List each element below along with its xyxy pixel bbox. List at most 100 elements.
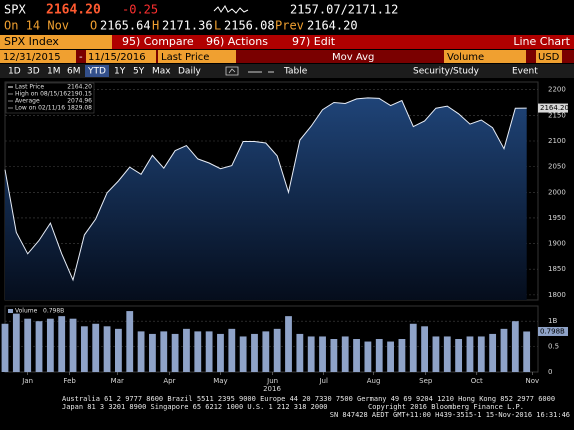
y-tick-label: 2150 — [548, 111, 566, 119]
price-area — [5, 97, 527, 301]
volume-bar — [239, 336, 247, 372]
volume-bar — [137, 331, 145, 372]
period-button[interactable]: YTD — [87, 67, 106, 77]
end-date[interactable]: 11/15/2016 — [88, 52, 146, 63]
ticker: SPX — [4, 3, 26, 17]
volume-bar — [409, 323, 417, 372]
low-label: L — [214, 19, 221, 33]
footer-line: Japan 81 3 3201 8900 Singapore 65 6212 1… — [62, 403, 328, 411]
volume-bar — [330, 339, 338, 372]
x-tick-label: Jul — [318, 377, 328, 385]
x-tick-label: May — [213, 377, 227, 385]
period-button[interactable]: Max — [152, 67, 171, 77]
x-tick-label: Jan — [21, 377, 33, 385]
volume-bar — [443, 336, 451, 372]
tool[interactable]: Event — [512, 67, 538, 77]
x-tick-label: Mar — [111, 377, 124, 385]
menu-button[interactable]: 95) Compare — [122, 35, 194, 48]
field-box[interactable] — [158, 50, 236, 63]
menu-bar — [0, 35, 574, 49]
volume-bar — [24, 318, 32, 372]
open-value: 2165.64 — [100, 19, 151, 33]
tool[interactable]: Security/Study — [413, 67, 480, 77]
volume-bar — [319, 336, 326, 372]
y-tick-label: 0 — [548, 368, 552, 376]
volume-bar — [273, 328, 281, 372]
volume-bar — [103, 326, 111, 372]
volume-bar — [421, 326, 428, 372]
legend-value: 2074.96 — [67, 98, 92, 105]
end-box[interactable] — [86, 50, 156, 63]
toolbar — [0, 64, 574, 78]
price-line — [4, 97, 527, 282]
volume-bar — [46, 318, 54, 372]
footer-line: SN 847428 AEDT GMT+11:00 H439-3515-1 15-… — [330, 411, 570, 419]
volume-bar — [477, 336, 485, 372]
volume-bar — [466, 336, 474, 372]
y-tick-label: 1850 — [548, 265, 566, 273]
last-volume-label: 0.798B — [540, 327, 565, 335]
study[interactable]: Mov Avg — [332, 52, 374, 63]
volume-bar — [1, 323, 9, 372]
y-tick-label: 2200 — [548, 86, 566, 94]
currency-box[interactable] — [536, 50, 562, 63]
start-date[interactable]: 12/31/2015 — [3, 52, 61, 63]
security-box[interactable] — [0, 35, 112, 49]
volume-bar — [194, 331, 202, 372]
high-label: H — [152, 19, 159, 33]
legend-value: 0.798B — [43, 308, 64, 315]
x-tick-label: Nov — [525, 377, 539, 385]
frequency[interactable]: Daily — [178, 67, 201, 77]
legend-name: Low on 02/11/16 — [15, 105, 65, 112]
volume-bar — [160, 331, 168, 372]
volume-bar — [12, 313, 20, 372]
price-chart: 1800 1850 1900 1950 2000 2050 2100 2150 2200 2164… — [4, 81, 569, 301]
lower-box[interactable] — [444, 50, 526, 63]
volume-bar — [149, 333, 156, 372]
currency[interactable]: USD — [538, 52, 560, 63]
footer-line: Copyright 2016 Bloomberg Finance L.P. — [368, 403, 524, 411]
menu-button[interactable]: 96) Actions — [206, 35, 268, 48]
volume-bar — [58, 316, 66, 372]
security[interactable]: SPX Index — [4, 35, 59, 48]
tool[interactable]: Table — [283, 67, 308, 77]
period-button[interactable]: 1Y — [114, 67, 126, 77]
volume-bar — [92, 323, 100, 372]
volume-chart: 0 0.5 1B Volume 0.798B 0.798B Jan Feb Mar Apr May J… — [1, 305, 568, 393]
y-tick-label: 1950 — [548, 214, 566, 222]
lower-panel[interactable]: Volume — [447, 52, 484, 63]
start-box[interactable] — [0, 50, 76, 63]
period-button[interactable]: 3D — [27, 67, 40, 77]
period-button[interactable]: 6M — [67, 67, 81, 77]
period-button[interactable]: 1D — [8, 67, 21, 77]
y-tick-label: 1900 — [548, 240, 566, 248]
volume-bar — [126, 311, 134, 372]
x-axis-label: 2016 — [263, 385, 281, 393]
session-date: On 14 Nov — [4, 19, 69, 33]
chart-type[interactable]: Line Chart — [513, 35, 570, 48]
x-tick-label: Feb — [63, 377, 76, 385]
menu-button[interactable]: 97) Edit — [292, 35, 336, 48]
y-tick-label: 1B — [548, 317, 557, 325]
tool-icon[interactable] — [225, 66, 239, 76]
field[interactable]: Last Price — [161, 52, 209, 63]
volume-bar — [205, 331, 213, 372]
volume-bar — [375, 339, 383, 372]
x-tick-label: Sep — [419, 377, 433, 385]
volume-bar — [307, 336, 315, 372]
legend-swatch — [8, 309, 13, 313]
volume-bar — [296, 333, 304, 372]
period-button[interactable]: 5Y — [133, 67, 145, 77]
period-button[interactable]: 1M — [47, 67, 61, 77]
legend-name: Last Price — [15, 84, 44, 91]
x-tick-label: Jun — [266, 377, 278, 385]
bid-ask: 2157.07/2171.12 — [290, 3, 398, 17]
volume-bar — [398, 339, 406, 372]
last-volume-box — [538, 326, 568, 336]
legend-name: Volume — [15, 308, 38, 315]
legend-value: 2190.15 — [67, 91, 92, 98]
volume-bar — [364, 341, 372, 372]
net-change: -0.25 — [122, 3, 158, 17]
volume-bar — [262, 331, 270, 372]
y-tick-label: 1800 — [548, 291, 566, 299]
